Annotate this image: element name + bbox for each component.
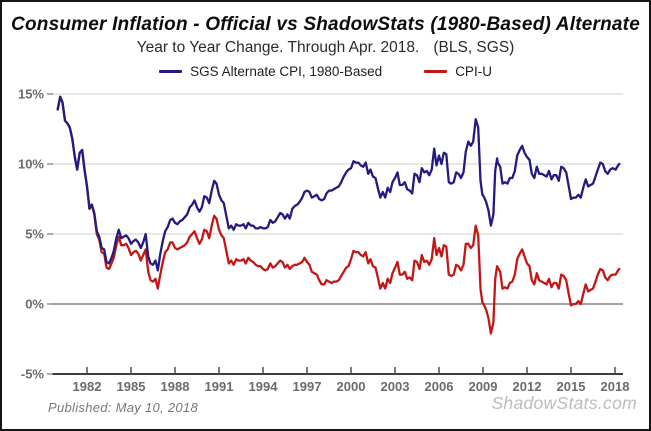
svg-text:1991: 1991 [205,379,234,394]
legend-item-sgs: SGS Alternate CPI, 1980-Based [159,64,382,79]
subtitle-text: Year to Year Change. Through Apr. 2018. [136,39,420,56]
svg-text:0%: 0% [25,297,44,312]
svg-text:2015: 2015 [557,379,586,394]
svg-text:2012: 2012 [513,379,542,394]
svg-text:1994: 1994 [249,379,279,394]
svg-text:1988: 1988 [161,379,190,394]
svg-text:-5%: -5% [21,367,45,382]
legend-label-sgs: SGS Alternate CPI, 1980-Based [190,64,383,79]
legend-label-cpiu: CPI-U [455,64,492,79]
chart-legend: SGS Alternate CPI, 1980-Based CPI-U [2,64,649,79]
legend-item-cpiu: CPI-U [424,64,492,79]
chart-subtitle: Year to Year Change. Through Apr. 2018. (… [2,39,649,57]
svg-text:5%: 5% [25,227,44,242]
svg-text:10%: 10% [18,157,44,172]
svg-text:2003: 2003 [381,379,410,394]
svg-text:15%: 15% [18,87,44,102]
svg-text:2006: 2006 [425,379,454,394]
subtitle-source: (BLS, SGS) [433,39,515,56]
svg-text:1982: 1982 [73,379,102,394]
published-note: Published: May 10, 2018 [48,400,198,415]
cpiu-line-sample-icon [424,70,448,73]
chart-title: Consumer Inflation - Official vs ShadowS… [11,14,640,35]
svg-text:2009: 2009 [469,379,498,394]
svg-text:2000: 2000 [337,379,366,394]
svg-text:1997: 1997 [293,379,322,394]
shadowstats-watermark: ShadowStats.com [491,393,637,413]
svg-text:1985: 1985 [117,379,146,394]
sgs-line-sample-icon [159,70,183,73]
svg-text:2018: 2018 [601,379,630,394]
